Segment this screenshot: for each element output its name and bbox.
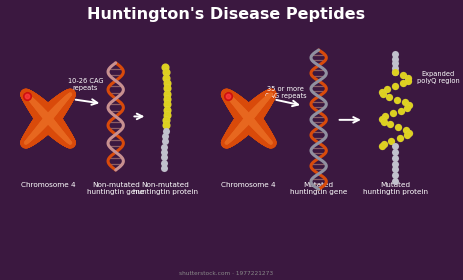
Text: Expanded
polyQ region: Expanded polyQ region (417, 71, 460, 84)
Text: Huntington's Disease Peptides: Huntington's Disease Peptides (87, 7, 365, 22)
Text: Chromosome 4: Chromosome 4 (221, 181, 276, 188)
Text: 10-26 CAG
repeats: 10-26 CAG repeats (68, 78, 103, 91)
Text: Non-mutated
huntingtin protein: Non-mutated huntingtin protein (133, 181, 198, 195)
Text: shutterstock.com · 1977221273: shutterstock.com · 1977221273 (179, 271, 273, 276)
Text: Mutated
huntingtin gene: Mutated huntingtin gene (290, 181, 347, 195)
Text: Non-mutated
huntingtin gene: Non-mutated huntingtin gene (87, 181, 144, 195)
Text: 35 or more
CAG repeats: 35 or more CAG repeats (265, 86, 307, 99)
Text: Chromosome 4: Chromosome 4 (21, 181, 75, 188)
Text: Mutated
huntingtin protein: Mutated huntingtin protein (363, 181, 428, 195)
